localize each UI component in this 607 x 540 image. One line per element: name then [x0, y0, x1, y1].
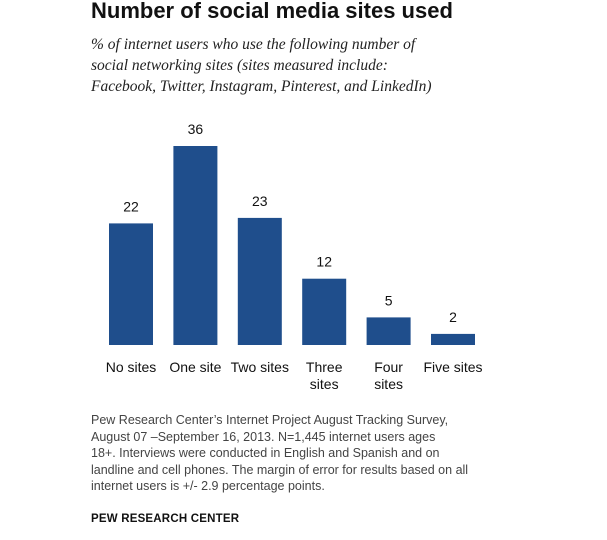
bar	[302, 278, 347, 345]
bar	[431, 333, 475, 345]
bar	[237, 217, 282, 345]
data-label: 22	[123, 198, 139, 214]
bar	[366, 317, 411, 345]
subtitle-line: % of internet users who use the followin…	[91, 36, 416, 53]
bar	[173, 146, 218, 345]
category-label: Five sites	[423, 359, 482, 375]
chart-title: Number of social media sites used	[91, 0, 453, 23]
data-label: 5	[385, 292, 393, 308]
data-label: 12	[316, 254, 332, 270]
subtitle-line: Facebook, Twitter, Instagram, Pinterest,…	[91, 78, 432, 95]
category-label: Two sites	[231, 359, 289, 375]
note-line: landline and cell phones. The margin of …	[91, 462, 469, 477]
survey-note: Pew Research Center’s Internet Project A…	[91, 412, 521, 495]
category-label: sites	[310, 376, 339, 392]
chart-subtitle: % of internet users who use the followin…	[91, 34, 531, 97]
category-label: Three	[306, 359, 343, 375]
subtitle-line: social networking sites (sites measured …	[91, 57, 388, 74]
category-label: sites	[374, 376, 403, 392]
category-label: No sites	[106, 359, 157, 375]
category-label: One site	[169, 359, 221, 375]
data-label: 2	[449, 309, 457, 325]
data-label: 36	[188, 121, 204, 137]
bar	[109, 223, 153, 345]
note-line: 18+. Interviews were conducted in Englis…	[91, 446, 440, 460]
category-label: Four	[374, 359, 403, 375]
note-line: Pew Research Center’s Internet Project A…	[91, 413, 449, 427]
note-line: August 07 –September 16, 2013. N=1,445 i…	[91, 429, 436, 444]
note-line: internet users is +/- 2.9 percentage poi…	[91, 479, 325, 493]
source-credit: PEW RESEARCH CENTER	[91, 513, 240, 525]
data-label: 23	[252, 193, 268, 209]
